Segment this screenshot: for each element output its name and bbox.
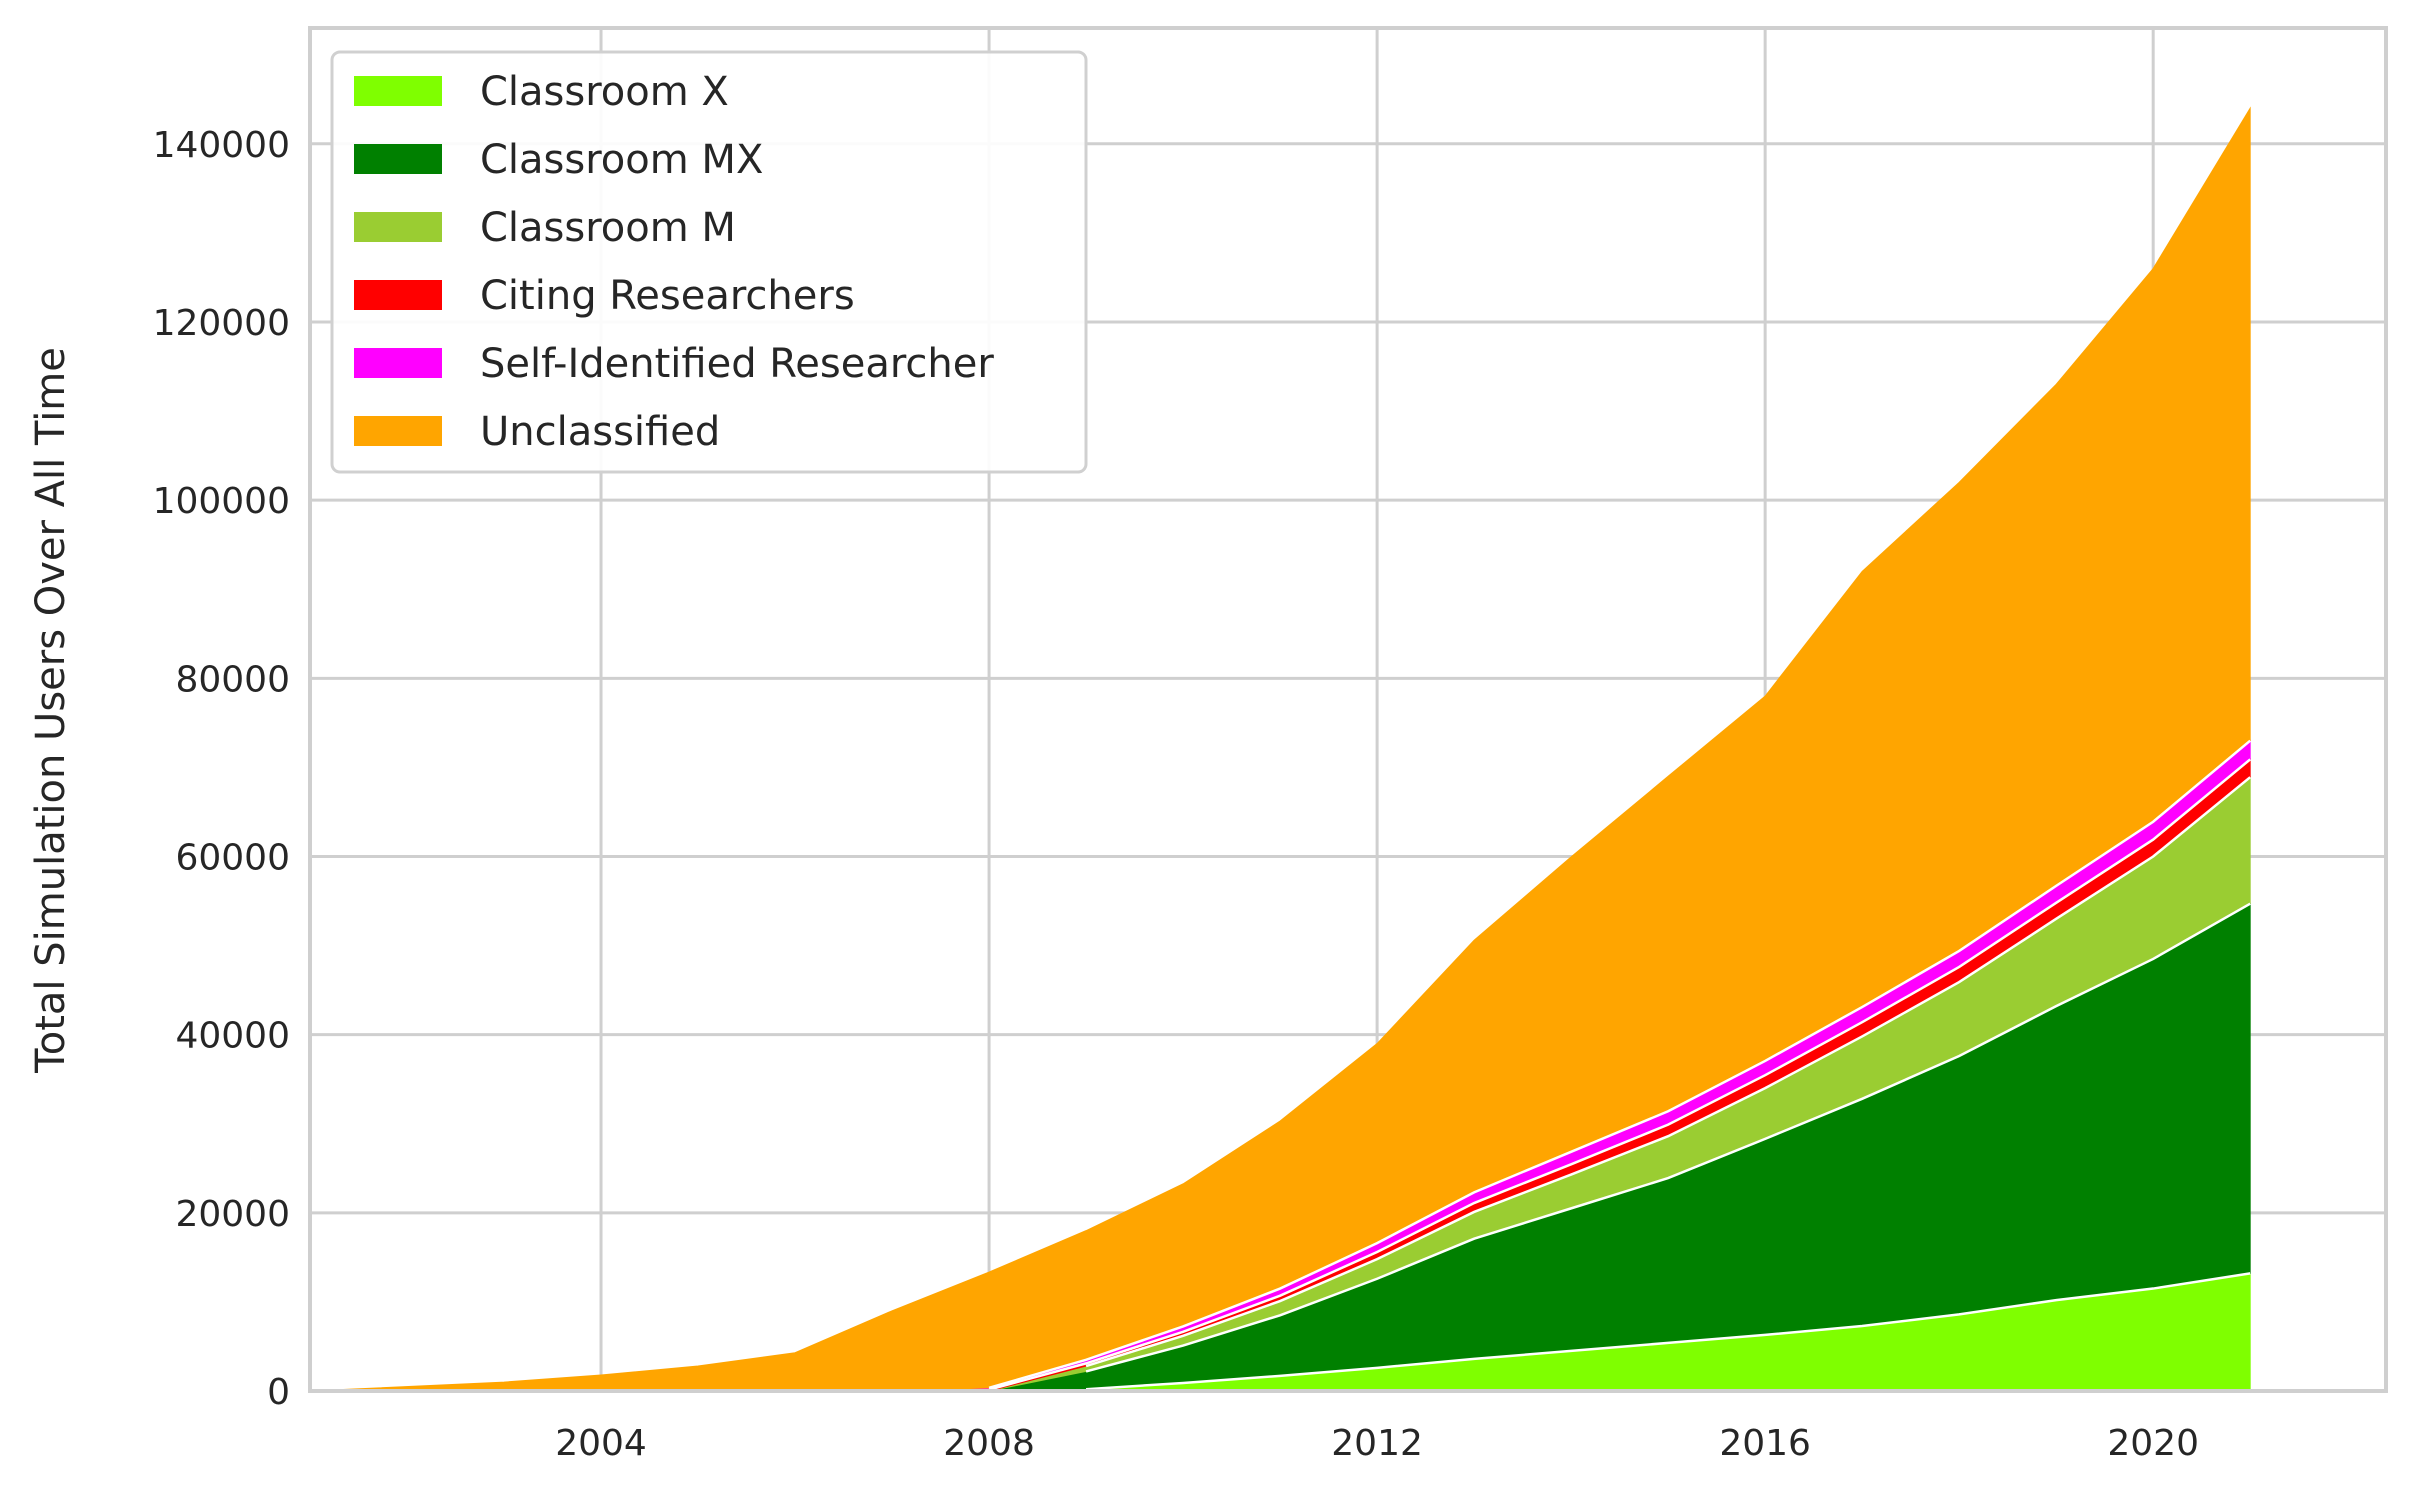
legend-swatch-classroom-m xyxy=(354,212,442,242)
series-edges xyxy=(988,739,2251,1391)
legend-label-classroom-m: Classroom M xyxy=(480,205,736,251)
x-tick-label: 2012 xyxy=(1331,1423,1423,1464)
legend-swatch-classroom-mx xyxy=(354,144,442,174)
y-tick-label: 140000 xyxy=(153,125,290,166)
legend-label-classroom-x: Classroom X xyxy=(480,69,729,115)
legend-swatch-classroom-x xyxy=(354,76,442,106)
legend-swatch-unclassified xyxy=(354,416,442,446)
y-tick-label: 80000 xyxy=(175,659,290,700)
legend-items: Classroom X Classroom MX Classroom M Citing… xyxy=(354,69,994,455)
y-axis-label: Total Simulation Users Over All Time xyxy=(28,347,74,1074)
y-tick-label: 120000 xyxy=(153,303,290,344)
y-tick-label: 60000 xyxy=(175,837,290,878)
legend-label-self-identified-researcher: Self-Identified Researcher xyxy=(480,341,994,387)
x-tick-label: 2004 xyxy=(555,1423,647,1464)
edge-classroom-mx xyxy=(1085,902,2251,1373)
legend-label-unclassified: Unclassified xyxy=(480,409,720,455)
legend-label-citing-researchers: Citing Researchers xyxy=(480,273,855,319)
x-tick-labels: 2004 2008 2012 2016 2020 xyxy=(555,1423,2199,1464)
y-tick-label: 0 xyxy=(267,1372,290,1413)
y-tick-label: 20000 xyxy=(175,1194,290,1235)
edge-citing-researchers xyxy=(988,758,2251,1391)
y-tick-label: 40000 xyxy=(175,1016,290,1057)
legend-swatch-self-identified-researcher xyxy=(354,348,442,378)
legend-swatch-citing-researchers xyxy=(354,280,442,310)
y-tick-label: 100000 xyxy=(153,481,290,522)
legend: Classroom X Classroom MX Classroom M Citing… xyxy=(330,50,1088,474)
x-tick-label: 2008 xyxy=(943,1423,1035,1464)
plot-frame xyxy=(308,26,2388,1393)
x-tick-label: 2020 xyxy=(2107,1423,2199,1464)
y-tick-labels: 0 20000 40000 60000 80000 100000 120000 140000 xyxy=(153,125,290,1413)
x-tick-label: 2016 xyxy=(1719,1423,1811,1464)
edge-self-identified-researcher xyxy=(988,739,2251,1390)
edge-classroom-m xyxy=(1085,776,2251,1368)
edge-classroom-x xyxy=(1085,1272,2251,1391)
legend-box xyxy=(330,50,1088,474)
legend-label-classroom-mx: Classroom MX xyxy=(480,137,763,183)
